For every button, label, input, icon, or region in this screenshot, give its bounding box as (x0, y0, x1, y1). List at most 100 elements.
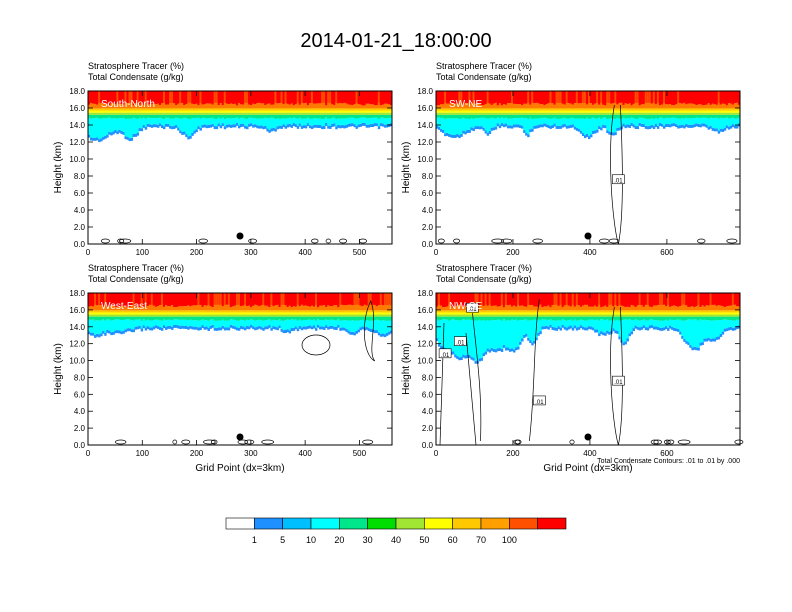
y-tick-label: 12.0 (417, 340, 433, 349)
contour-label-box (454, 336, 467, 346)
figure-title: 2014-01-21_18:00:00 (300, 30, 492, 52)
colorbar-swatch (339, 517, 368, 530)
y-tick-label: 14.0 (417, 323, 433, 332)
colorbar-swatch (395, 517, 425, 530)
y-tick-label: 0.0 (74, 240, 86, 249)
x-tick-label: 300 (244, 449, 258, 458)
x-tick-label: 0 (434, 248, 439, 257)
panel-title-tracer: Stratosphere Tracer (%) (88, 263, 184, 273)
y-tick-label: 18.0 (417, 289, 433, 298)
location-marker (236, 232, 244, 240)
y-tick-label: 8.0 (422, 373, 434, 382)
colorbar-swatch (225, 517, 255, 530)
y-tick-label: 18.0 (69, 289, 85, 298)
x-axis-label: Grid Point (dx=3km) (195, 463, 284, 474)
y-tick-label: 12.0 (417, 138, 433, 147)
panel-label: NW-SE (449, 301, 482, 312)
y-tick-label: 16.0 (417, 306, 433, 315)
x-tick-label: 100 (136, 248, 150, 257)
colorbar-label: 40 (391, 535, 401, 545)
y-tick-label: 16.0 (69, 104, 85, 113)
x-tick-label: 300 (244, 248, 258, 257)
tracer-shading (436, 293, 741, 364)
panel-label: South-North (101, 99, 155, 110)
x-tick-label: 200 (506, 449, 520, 458)
y-axis-label: Height (km) (53, 142, 64, 194)
y-tick-label: 6.0 (422, 390, 434, 399)
y-tick-label: 6.0 (74, 189, 86, 198)
y-tick-label: 2.0 (422, 424, 434, 433)
contour-label: .01 (614, 380, 623, 386)
x-tick-label: 500 (353, 449, 367, 458)
plot-frame (87, 292, 393, 446)
panel-label: West-East (101, 301, 147, 312)
x-tick-label: 0 (86, 248, 91, 257)
x-tick-label: 400 (583, 248, 597, 257)
contour-label-box (466, 302, 479, 313)
contour-label-box (438, 348, 452, 359)
y-tick-label: 10.0 (417, 357, 433, 366)
panel-title-condensate: Total Condensate (g/kg) (88, 274, 184, 284)
y-tick-label: 18.0 (69, 87, 85, 96)
colorbar-label: 5 (280, 535, 285, 545)
y-tick-label: 8.0 (74, 172, 86, 181)
colorbar-swatch (282, 517, 312, 530)
colorbar-label: 50 (419, 535, 429, 545)
x-tick-label: 600 (660, 449, 674, 458)
panel-title-tracer: Stratosphere Tracer (%) (88, 61, 184, 71)
x-tick-label: 0 (86, 449, 91, 458)
plot-frame (435, 90, 741, 245)
y-tick-label: 2.0 (74, 223, 86, 232)
panel-title-tracer: Stratosphere Tracer (%) (436, 61, 532, 71)
x-tick-label: 100 (136, 449, 150, 458)
y-tick-label: 10.0 (417, 155, 433, 164)
contour-label-box (533, 395, 546, 406)
x-tick-label: 400 (298, 449, 312, 458)
panel-title-condensate: Total Condensate (g/kg) (436, 72, 532, 82)
y-tick-label: 6.0 (422, 189, 434, 198)
y-tick-label: 18.0 (417, 87, 433, 96)
panel-west-east: Stratosphere Tracer (%)Total Condensate … (53, 263, 393, 474)
colorbar-swatch (310, 517, 340, 530)
y-tick-label: 2.0 (74, 424, 86, 433)
y-tick-label: 14.0 (69, 121, 85, 130)
y-tick-label: 14.0 (417, 121, 433, 130)
condensate-contours (100, 238, 367, 244)
colorbar: 1 5 10 20 30 40 50 60 70 100 (225, 517, 567, 545)
colorbar-swatch (424, 517, 453, 530)
colorbar-label: 100 (502, 535, 517, 545)
y-tick-label: 8.0 (74, 373, 86, 382)
y-axis-label: Height (km) (53, 343, 64, 395)
location-marker (584, 433, 592, 441)
colorbar-swatch (509, 517, 538, 530)
condensate-contours (115, 300, 376, 445)
colorbar-swatch (537, 517, 567, 530)
tracer-shading (88, 293, 393, 338)
panel-title-tracer: Stratosphere Tracer (%) (436, 263, 532, 273)
y-tick-label: 8.0 (422, 172, 434, 181)
plot-frame (87, 90, 393, 245)
y-tick-label: 12.0 (69, 340, 85, 349)
y-tick-label: 4.0 (422, 407, 434, 416)
y-tick-label: 0.0 (74, 441, 86, 450)
contour-label: .01 (535, 400, 544, 406)
y-tick-label: 10.0 (69, 155, 85, 164)
tracer-shading (436, 91, 741, 140)
x-tick-label: 400 (583, 449, 597, 458)
y-tick-label: 2.0 (422, 223, 434, 232)
panel-title-condensate: Total Condensate (g/kg) (88, 72, 184, 82)
y-tick-label: 16.0 (417, 104, 433, 113)
contour-label: .01 (614, 179, 623, 185)
colorbar-label: 1 (252, 535, 257, 545)
y-tick-label: 0.0 (422, 240, 434, 249)
y-tick-label: 4.0 (74, 407, 86, 416)
y-axis-label: Height (km) (401, 142, 412, 194)
colorbar-swatch (367, 517, 397, 530)
x-tick-label: 600 (660, 248, 674, 257)
y-tick-label: 10.0 (69, 357, 85, 366)
contour-label: .01 (468, 307, 477, 313)
y-tick-label: 14.0 (69, 323, 85, 332)
y-tick-label: 6.0 (74, 390, 86, 399)
contour-label-box (612, 174, 625, 185)
